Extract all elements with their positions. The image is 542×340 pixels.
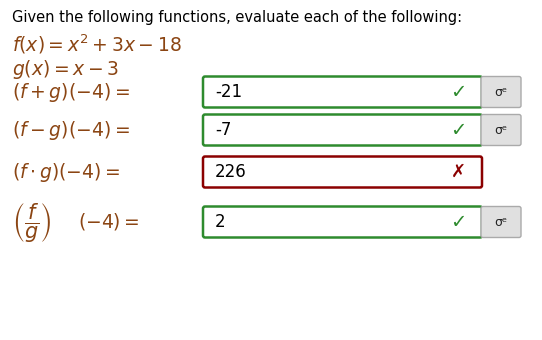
Text: $( - 4) =$: $( - 4) =$ [78,211,140,233]
FancyBboxPatch shape [481,206,521,238]
Text: $g(x) = x - 3$: $g(x) = x - 3$ [12,58,119,81]
Text: ✓: ✓ [450,83,466,102]
Text: σᵉ: σᵉ [494,123,507,136]
Text: $(f - g)( - 4) =$: $(f - g)( - 4) =$ [12,119,130,141]
Text: ✓: ✓ [450,212,466,232]
Text: $\left(\dfrac{f}{g}\right)$: $\left(\dfrac{f}{g}\right)$ [12,201,51,243]
Text: $(f + g)( - 4) =$: $(f + g)( - 4) =$ [12,81,130,103]
Text: $(f \cdot g)( - 4) =$: $(f \cdot g)( - 4) =$ [12,160,120,184]
Text: -7: -7 [215,121,231,139]
FancyBboxPatch shape [203,76,482,107]
Text: 226: 226 [215,163,247,181]
Text: σᵉ: σᵉ [494,216,507,228]
Text: -21: -21 [215,83,242,101]
FancyBboxPatch shape [203,206,482,238]
Text: $f(x) = x^2 + 3x - 18$: $f(x) = x^2 + 3x - 18$ [12,32,182,55]
Text: ✗: ✗ [450,163,466,181]
Text: ✓: ✓ [450,120,466,139]
FancyBboxPatch shape [481,115,521,146]
FancyBboxPatch shape [481,76,521,107]
Text: 2: 2 [215,213,225,231]
FancyBboxPatch shape [203,156,482,187]
Text: σᵉ: σᵉ [494,85,507,99]
FancyBboxPatch shape [203,115,482,146]
Text: Given the following functions, evaluate each of the following:: Given the following functions, evaluate … [12,10,462,25]
